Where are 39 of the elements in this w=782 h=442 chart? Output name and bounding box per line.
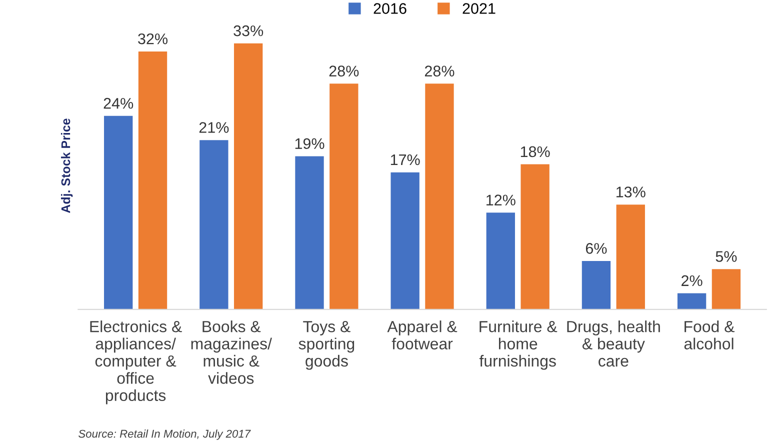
data-label: 19% — [295, 138, 324, 150]
data-label: 33% — [234, 25, 264, 36]
bar — [200, 140, 228, 310]
x-tick-label: Apparel & footwear — [387, 320, 458, 350]
x-tick-label: Electronics & appliances/ computer & office products — [90, 320, 182, 404]
data-label: 28% — [424, 66, 454, 76]
x-tick-label: Toys & sporting goods — [298, 321, 354, 370]
data-label: 18% — [520, 146, 550, 158]
bar — [425, 84, 454, 310]
data-label: 12% — [486, 194, 516, 206]
bar — [520, 164, 550, 310]
data-label: 2% — [682, 275, 702, 286]
bar — [616, 204, 645, 310]
bar — [234, 43, 263, 310]
data-label: 28% — [329, 66, 359, 76]
data-label: 6% — [586, 243, 607, 254]
bar — [486, 212, 515, 310]
y-axis-title: Adj. Stock Price — [60, 118, 73, 214]
bar — [295, 156, 324, 310]
bar — [390, 172, 420, 310]
data-label: 21% — [199, 122, 229, 133]
bar — [104, 116, 133, 310]
legend-label: 2021 — [462, 3, 496, 14]
data-label: 13% — [616, 186, 646, 198]
bar — [677, 293, 706, 310]
bar — [138, 51, 168, 310]
bar — [330, 84, 358, 310]
data-label: 32% — [138, 33, 168, 44]
data-label: 5% — [716, 251, 737, 262]
source-note: Source: Retail In Motion, July 2017 — [78, 430, 251, 440]
x-tick-label: Food & alcohol — [684, 320, 735, 350]
bar — [712, 269, 741, 310]
data-label: 24% — [104, 98, 134, 109]
bar — [582, 261, 611, 310]
legend-label: 2016 — [374, 3, 406, 14]
x-tick-label: Furniture & home furnishings — [479, 320, 558, 370]
data-label: 17% — [390, 154, 420, 166]
x-tick-label: Books & magazines/ music & videos — [191, 320, 272, 384]
x-tick-label: Drugs, health & beauty care — [567, 320, 660, 367]
